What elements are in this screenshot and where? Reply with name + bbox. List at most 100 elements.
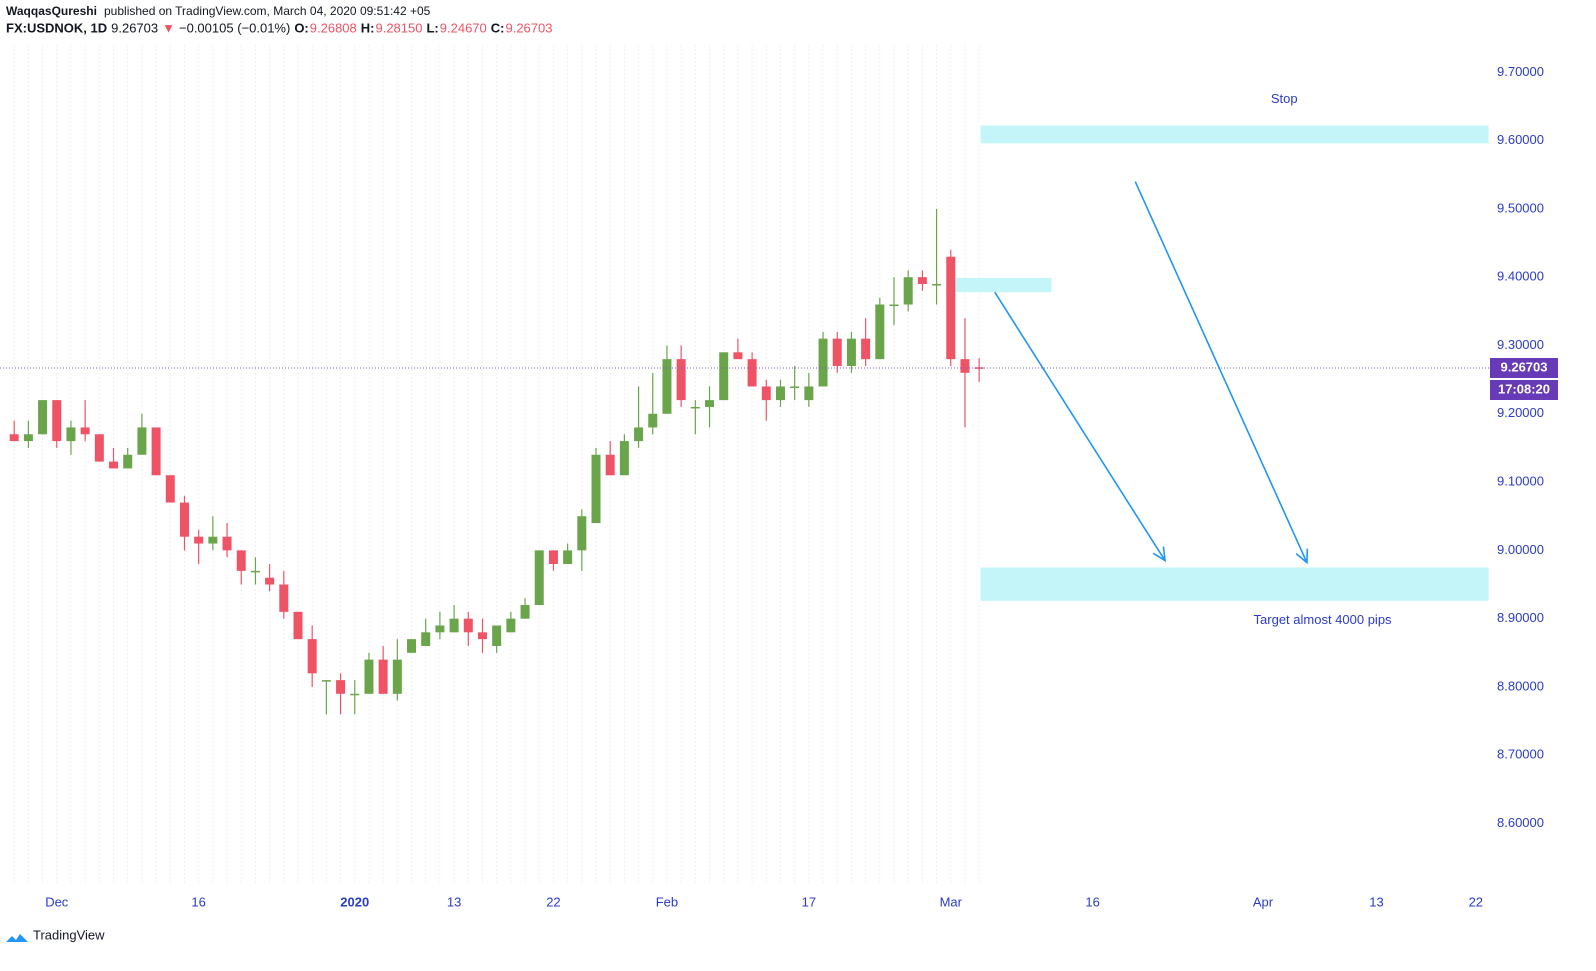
candle-body <box>137 427 147 455</box>
candle-body <box>449 618 459 633</box>
candle-body <box>80 427 90 435</box>
candle-body <box>477 632 487 640</box>
candle-body <box>236 550 246 571</box>
candle-body <box>605 454 615 476</box>
y-tick-label: 9.60000 <box>1497 132 1544 147</box>
candle-body <box>123 454 133 469</box>
candle-body <box>846 338 856 366</box>
x-tick-label: 22 <box>546 894 560 909</box>
x-tick-label: 16 <box>191 894 205 909</box>
candle-body <box>733 352 743 360</box>
header-h-label: H: <box>361 20 375 35</box>
candle-body <box>265 577 275 585</box>
candle-body <box>208 536 218 544</box>
candle-body <box>151 427 161 476</box>
candle-body <box>875 304 885 360</box>
candle-body <box>94 434 104 462</box>
header-c-label: C: <box>491 20 505 35</box>
candle-body <box>690 406 700 409</box>
candle-body <box>463 618 473 633</box>
candle-body <box>421 632 431 646</box>
candle-body <box>293 611 303 640</box>
candle-body <box>889 304 899 307</box>
candle-body <box>350 693 360 696</box>
candle-body <box>321 680 331 682</box>
x-tick-label: 16 <box>1085 894 1099 909</box>
y-tick-label: 9.10000 <box>1497 474 1544 489</box>
candle-body <box>676 359 686 401</box>
x-tick-label: 13 <box>447 894 461 909</box>
candle-body <box>705 400 715 407</box>
candle-body <box>364 659 374 694</box>
candle-body <box>974 367 984 369</box>
header-arrow: ▼ <box>162 20 175 35</box>
annotation: Stop <box>1271 91 1298 106</box>
candle-body <box>790 386 800 388</box>
y-tick-label: 8.70000 <box>1497 747 1544 762</box>
candle-body <box>194 536 204 544</box>
candle-body <box>591 454 601 524</box>
candle-body <box>52 400 62 442</box>
candle-body <box>548 550 558 565</box>
candle-body <box>804 386 814 401</box>
candle-body <box>66 427 76 442</box>
candle-body <box>307 639 317 674</box>
candle-body <box>407 639 417 653</box>
zone <box>947 277 1052 293</box>
candle-body <box>250 570 260 573</box>
candle-body <box>832 338 842 366</box>
last-price-label: 9.26703 <box>1501 359 1548 374</box>
candle-body <box>903 277 913 305</box>
arrow <box>994 291 1167 563</box>
candle-body <box>336 680 346 694</box>
candle-body <box>577 516 587 551</box>
header-h: 9.28150 <box>375 20 422 35</box>
candle-body <box>38 400 48 435</box>
y-tick-label: 9.20000 <box>1497 405 1544 420</box>
published: published on TradingView.com, March 04, … <box>104 4 431 18</box>
candle-body <box>719 352 729 401</box>
header-o-label: O: <box>294 20 308 35</box>
symbol-line: FX:USDNOK, 1D 9.26703 ▼ −0.00105 (−0.01%) O:… <box>6 20 552 35</box>
author: WaqqasQureshi <box>6 4 97 18</box>
x-tick-label: Dec <box>45 894 69 909</box>
candle-body <box>775 386 785 401</box>
candle-body <box>165 475 175 503</box>
candle-body <box>946 256 956 360</box>
brand: TradingView <box>33 927 105 942</box>
candle-body <box>109 461 119 469</box>
candle-body <box>747 359 757 387</box>
arrow <box>1134 181 1309 565</box>
y-tick-label: 8.60000 <box>1497 815 1544 830</box>
candle-body <box>917 277 927 285</box>
x-tick-label: 22 <box>1469 894 1483 909</box>
y-tick-label: 9.40000 <box>1497 269 1544 284</box>
candle-body <box>563 550 573 565</box>
candle-body <box>392 659 402 694</box>
candle-body <box>662 359 672 414</box>
candle-body <box>534 550 544 605</box>
header-last: 9.26703 <box>111 20 158 35</box>
candle-body <box>179 502 189 537</box>
y-tick-label: 9.50000 <box>1497 200 1544 215</box>
candle-body <box>619 441 629 476</box>
y-tick-label: 8.90000 <box>1497 610 1544 625</box>
candle-body <box>506 618 516 633</box>
header-l-label: L: <box>426 20 438 35</box>
candle-body <box>861 338 871 360</box>
candle-body <box>9 434 19 442</box>
countdown-box <box>1490 380 1558 401</box>
countdown: 17:08:20 <box>1498 381 1550 396</box>
candle-body <box>634 427 644 442</box>
x-tick-label: Mar <box>940 894 963 909</box>
candle-body <box>222 536 232 551</box>
header-o: 9.26808 <box>310 20 357 35</box>
header-change: −0.00105 (−0.01%) <box>179 20 290 35</box>
last-price-box <box>1490 358 1558 379</box>
x-tick-label: 13 <box>1369 894 1383 909</box>
x-tick-label: 17 <box>802 894 816 909</box>
candle-body <box>279 584 289 612</box>
x-tick-label: Apr <box>1253 894 1274 909</box>
